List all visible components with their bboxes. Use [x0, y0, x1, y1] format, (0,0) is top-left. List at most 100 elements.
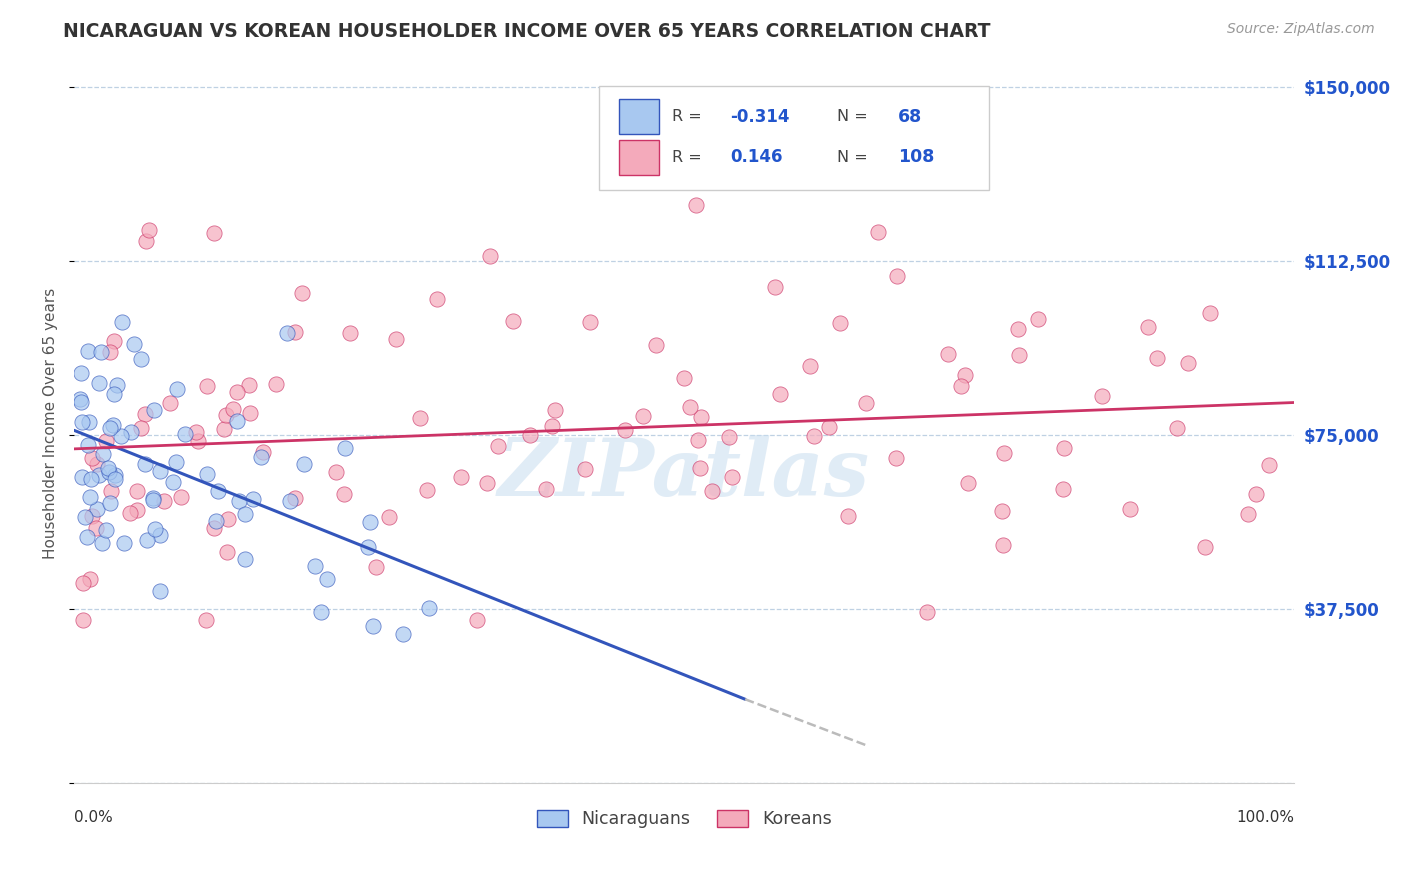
Point [239, 406, 262, 420]
Point [153, 494, 176, 508]
Point [502, 313, 524, 327]
Point [993, 446, 1015, 460]
Point [953, 368, 976, 383]
Point [70, 366, 93, 380]
Point [87, 467, 110, 482]
Point [579, 315, 602, 329]
Point [72, 614, 94, 628]
Point [1136, 319, 1159, 334]
Point [416, 483, 439, 497]
Point [252, 444, 274, 458]
Point [1007, 322, 1029, 336]
Point [129, 420, 152, 434]
Point [284, 325, 307, 339]
Point [291, 285, 314, 300]
Point [105, 378, 128, 392]
Point [426, 292, 449, 306]
Point [278, 494, 301, 508]
Point [1166, 421, 1188, 435]
Point [233, 552, 256, 566]
Point [1237, 508, 1260, 522]
Text: N =: N = [837, 109, 873, 124]
Point [803, 428, 825, 442]
Point [221, 401, 243, 416]
Bar [620, 98, 658, 135]
Point [1052, 482, 1074, 496]
Point [79, 416, 101, 430]
Point [384, 332, 406, 346]
Point [110, 428, 132, 442]
Point [69, 392, 91, 407]
Point [574, 462, 596, 476]
Point [700, 483, 723, 498]
Point [70, 415, 93, 429]
Point [991, 538, 1014, 552]
Bar [620, 139, 658, 176]
Point [195, 614, 218, 628]
Point [91, 536, 114, 550]
Point [292, 457, 315, 471]
Point [1257, 458, 1279, 473]
Point [103, 387, 125, 401]
Point [73, 510, 96, 524]
Point [450, 470, 472, 484]
Point [70, 469, 93, 483]
Point [159, 396, 181, 410]
Point [86, 501, 108, 516]
Point [195, 467, 218, 481]
Point [644, 338, 666, 352]
Point [361, 619, 384, 633]
Point [1028, 312, 1050, 326]
Point [100, 496, 122, 510]
Point [97, 466, 120, 480]
Point [613, 423, 636, 437]
Point [138, 223, 160, 237]
Point [143, 403, 166, 417]
Point [103, 472, 125, 486]
Point [202, 226, 225, 240]
Point [195, 379, 218, 393]
Point [134, 408, 156, 422]
Text: 0.146: 0.146 [731, 148, 783, 167]
Point [915, 606, 938, 620]
Point [202, 521, 225, 535]
Point [80, 472, 103, 486]
Point [134, 457, 156, 471]
Point [96, 434, 118, 448]
Point [169, 490, 191, 504]
Point [100, 484, 122, 499]
Point [359, 515, 381, 529]
Point [98, 421, 121, 435]
Point [339, 326, 361, 340]
Point [315, 572, 337, 586]
Point [1053, 442, 1076, 456]
Point [101, 417, 124, 432]
Point [149, 583, 172, 598]
Point [142, 491, 165, 506]
Point [94, 523, 117, 537]
Point [475, 476, 498, 491]
Point [184, 425, 207, 440]
Point [233, 507, 256, 521]
Point [1146, 351, 1168, 366]
Point [135, 234, 157, 248]
Point [72, 576, 94, 591]
Point [685, 198, 707, 212]
Point [214, 408, 236, 422]
Point [1177, 356, 1199, 370]
Point [409, 411, 432, 425]
Point [364, 560, 387, 574]
Point [122, 337, 145, 351]
Point [79, 572, 101, 586]
Point [217, 511, 239, 525]
Point [378, 510, 401, 524]
Point [166, 382, 188, 396]
Point [991, 504, 1014, 518]
Point [686, 433, 709, 447]
Point [103, 334, 125, 349]
Point [1008, 348, 1031, 362]
Point [855, 396, 877, 410]
Point [165, 455, 187, 469]
Point [162, 475, 184, 490]
Text: R =: R = [672, 109, 707, 124]
